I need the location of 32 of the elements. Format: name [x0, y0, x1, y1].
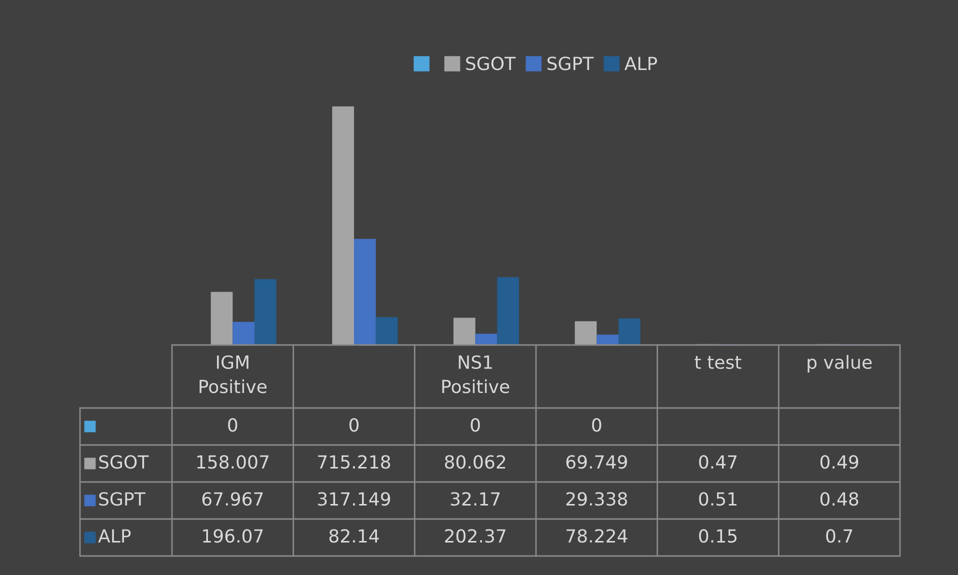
data-label: 67.967 — [202, 492, 263, 506]
data-label: 0 — [228, 418, 238, 432]
legend-label: SGOT — [466, 56, 516, 70]
legend-label: SGPT — [547, 56, 594, 70]
data-label: 0.15 — [699, 529, 737, 543]
data-label: 82.14 — [329, 529, 379, 543]
data-label: 29.338 — [566, 492, 628, 506]
data-label: 0.47 — [699, 455, 737, 469]
x-tick-label: p value — [808, 355, 872, 372]
data-label: 0 — [592, 418, 602, 432]
x-tick-label: IGM Positive — [200, 355, 267, 394]
data-label: 0 — [349, 418, 359, 432]
data-label: 202.37 — [445, 529, 506, 543]
x-tick-label: NS1 Positive — [442, 355, 510, 394]
text: SGPT — [99, 492, 146, 506]
data-label: 0 — [470, 418, 480, 432]
text: SGOT — [99, 455, 149, 469]
data-label: 0.51 — [699, 492, 736, 506]
data-label: 80.062 — [444, 455, 506, 469]
data-label: 0.7 — [826, 529, 852, 543]
data-label: 69.749 — [566, 455, 627, 469]
data-label: 196.07 — [203, 529, 263, 543]
text: ALP — [98, 529, 131, 542]
data-label: 317.149 — [318, 492, 390, 506]
data-label: 32.17 — [450, 492, 500, 506]
data-label: 78.224 — [566, 529, 628, 543]
data-label: 715.218 — [318, 455, 390, 469]
legend-label: ALP — [624, 56, 658, 70]
data-label: 0.48 — [820, 492, 858, 506]
data-label: 0.49 — [820, 455, 858, 469]
data-label: 158.007 — [197, 455, 268, 469]
x-tick-label: t test — [694, 356, 742, 369]
